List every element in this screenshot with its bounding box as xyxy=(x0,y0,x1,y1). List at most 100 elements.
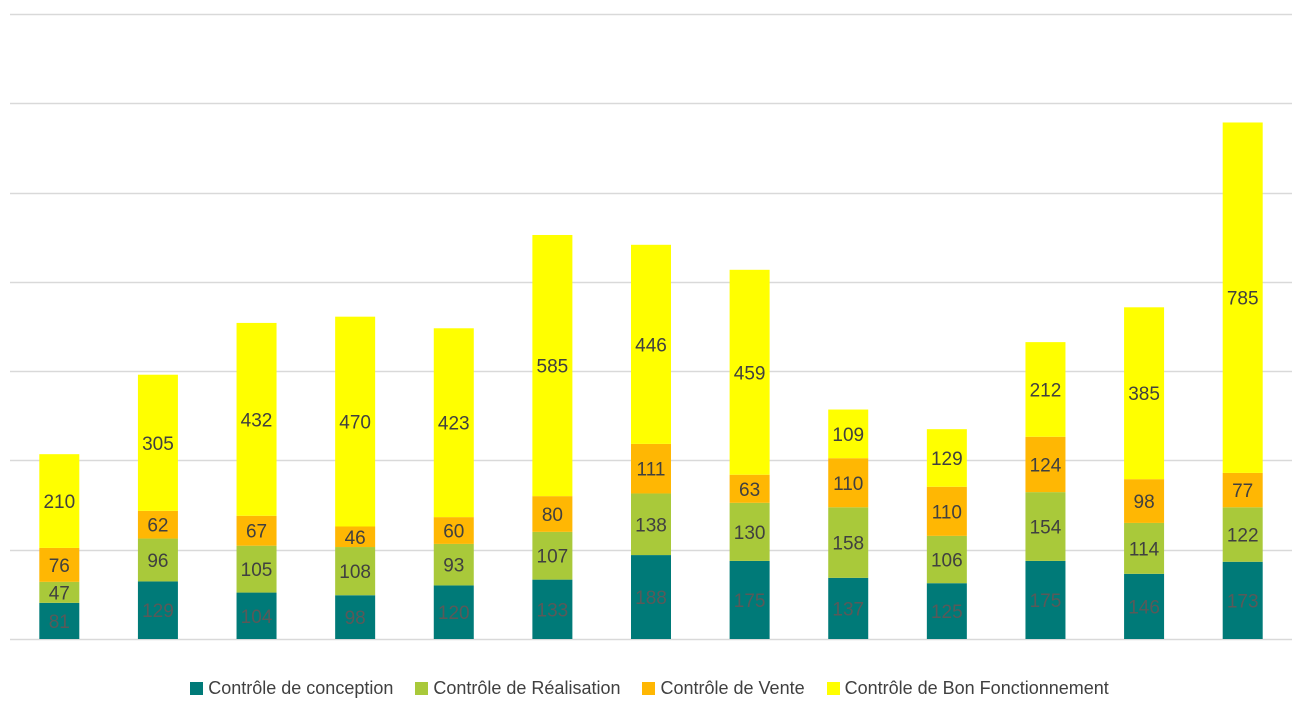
bar-segment-realisation xyxy=(631,493,671,556)
stacked-bar-chart: 81 47 76 210 129 96 62 305 104 105 67 432 98 108 46 470… xyxy=(10,13,1292,641)
bar-segment-vente xyxy=(335,526,376,548)
bar-segment-realisation xyxy=(1124,522,1165,574)
data-label-vente: 67 xyxy=(246,522,267,543)
bar-segment-conception xyxy=(1124,573,1165,639)
bar-segment-realisation xyxy=(236,545,277,593)
bar-segment-realisation xyxy=(1025,492,1066,561)
data-label-conception: 104 xyxy=(241,607,273,628)
legend-label-realisation: Contrôle de Réalisation xyxy=(433,678,621,698)
bar-segment-realisation xyxy=(729,502,770,561)
data-label-realisation: 122 xyxy=(1227,526,1259,547)
bar-segment-bon-fonctionnement xyxy=(433,328,474,518)
bar-segment-bon-fonctionnement xyxy=(828,409,869,459)
data-labels: 81 47 76 210 129 96 62 305 104 105 67 432 98 108 46 470… xyxy=(43,289,1258,633)
data-label-vente: 63 xyxy=(739,480,760,501)
data-label-conception: 120 xyxy=(438,603,470,624)
legend-label-conception: Contrôle de conception xyxy=(208,678,394,698)
data-label-conception: 175 xyxy=(1030,591,1062,612)
data-label-bon-fonctionnement: 423 xyxy=(438,414,470,435)
bar-segment-bon-fonctionnement xyxy=(137,374,178,511)
data-label-realisation: 154 xyxy=(1030,518,1062,539)
data-label-vente: 111 xyxy=(637,460,666,481)
bar-segment-vente xyxy=(729,474,770,503)
legend-item-conception: Contrôle de conception xyxy=(190,678,393,699)
data-label-realisation: 158 xyxy=(832,534,864,555)
data-label-realisation: 107 xyxy=(537,547,569,568)
data-label-realisation: 47 xyxy=(49,583,70,604)
bar-segment-conception xyxy=(828,577,869,639)
legend-swatch-vente xyxy=(642,682,656,695)
data-label-vente: 77 xyxy=(1232,481,1253,502)
data-label-realisation: 130 xyxy=(734,523,766,544)
data-label-bon-fonctionnement: 212 xyxy=(1030,380,1062,401)
data-label-realisation: 108 xyxy=(339,562,371,583)
data-label-realisation: 114 xyxy=(1129,539,1160,560)
bar-segment-vente xyxy=(39,547,80,582)
legend-swatch-bon-fonctionnement xyxy=(826,682,840,695)
bar-segment-realisation xyxy=(828,507,869,578)
data-label-vente: 60 xyxy=(443,522,464,543)
bar-segment-conception xyxy=(433,585,474,639)
data-label-vente: 98 xyxy=(1134,492,1155,513)
bar-segment-bon-fonctionnement xyxy=(631,244,671,444)
bar-segment-bon-fonctionnement xyxy=(729,269,770,475)
bar-segment-bon-fonctionnement xyxy=(1124,307,1165,480)
bar-segment-bon-fonctionnement xyxy=(926,429,967,487)
data-label-conception: 175 xyxy=(734,591,766,612)
legend-label-vente: Contrôle de Vente xyxy=(660,678,805,698)
data-label-bon-fonctionnement: 470 xyxy=(339,413,371,434)
data-label-realisation: 105 xyxy=(241,560,273,581)
bar-segment-conception xyxy=(926,583,967,639)
data-label-conception: 188 xyxy=(635,588,667,609)
data-label-realisation: 93 xyxy=(443,556,464,577)
data-label-conception: 173 xyxy=(1227,591,1259,612)
bar-segment-realisation xyxy=(137,538,178,582)
data-label-vente: 76 xyxy=(49,556,70,577)
bar-segment-vente xyxy=(532,496,573,532)
bar-segment-vente xyxy=(433,517,474,544)
legend: Contrôle de conception Contrôle de Réali… xyxy=(0,678,1299,699)
data-label-bon-fonctionnement: 785 xyxy=(1227,289,1259,310)
data-label-vente: 62 xyxy=(147,516,168,537)
bar-segment-vente xyxy=(137,510,178,539)
data-label-realisation: 106 xyxy=(931,551,963,572)
bar-segment-bon-fonctionnement xyxy=(1222,122,1263,473)
legend-item-bon-fonctionnement: Contrôle de Bon Fonctionnement xyxy=(826,678,1109,699)
bar-segment-conception xyxy=(236,592,277,639)
bar-segment-realisation xyxy=(39,581,80,603)
bar-segment-vente xyxy=(828,458,869,508)
data-label-bon-fonctionnement: 459 xyxy=(734,363,766,384)
data-label-vente: 110 xyxy=(833,474,863,495)
bar-segment-realisation xyxy=(335,547,376,596)
bar-segment-vente xyxy=(236,515,277,546)
data-label-conception: 133 xyxy=(537,600,569,621)
bar-segment-realisation xyxy=(1222,507,1263,562)
data-label-conception: 125 xyxy=(931,602,963,623)
data-label-conception: 137 xyxy=(832,599,864,620)
bar-segment-bon-fonctionnement xyxy=(39,454,80,548)
data-label-bon-fonctionnement: 385 xyxy=(1128,384,1160,405)
data-label-bon-fonctionnement: 585 xyxy=(537,357,569,378)
bar-segment-bon-fonctionnement xyxy=(236,322,277,516)
data-label-realisation: 138 xyxy=(635,515,667,536)
bar-segment-conception xyxy=(335,595,376,639)
bar-segment-conception xyxy=(1222,561,1263,639)
bars xyxy=(39,122,1263,639)
data-label-bon-fonctionnement: 432 xyxy=(241,410,273,431)
bar-segment-vente xyxy=(926,486,967,536)
data-label-conception: 81 xyxy=(49,612,70,633)
data-label-bon-fonctionnement: 129 xyxy=(931,449,963,470)
data-label-vente: 80 xyxy=(542,505,563,526)
bar-segment-vente xyxy=(1222,472,1263,508)
legend-swatch-conception xyxy=(190,682,204,695)
bar-segment-bon-fonctionnement xyxy=(532,234,573,497)
bar-segment-conception xyxy=(39,602,80,639)
bar-segment-bon-fonctionnement xyxy=(1025,342,1066,437)
bar-segment-realisation xyxy=(532,531,573,580)
bar-segment-realisation xyxy=(926,535,967,584)
legend-label-bon-fonctionnement: Contrôle de Bon Fonctionnement xyxy=(844,678,1109,698)
bar-segment-vente xyxy=(1025,436,1066,493)
bar-segment-vente xyxy=(1124,479,1165,523)
data-label-vente: 46 xyxy=(345,528,366,549)
data-label-bon-fonctionnement: 109 xyxy=(832,425,864,446)
